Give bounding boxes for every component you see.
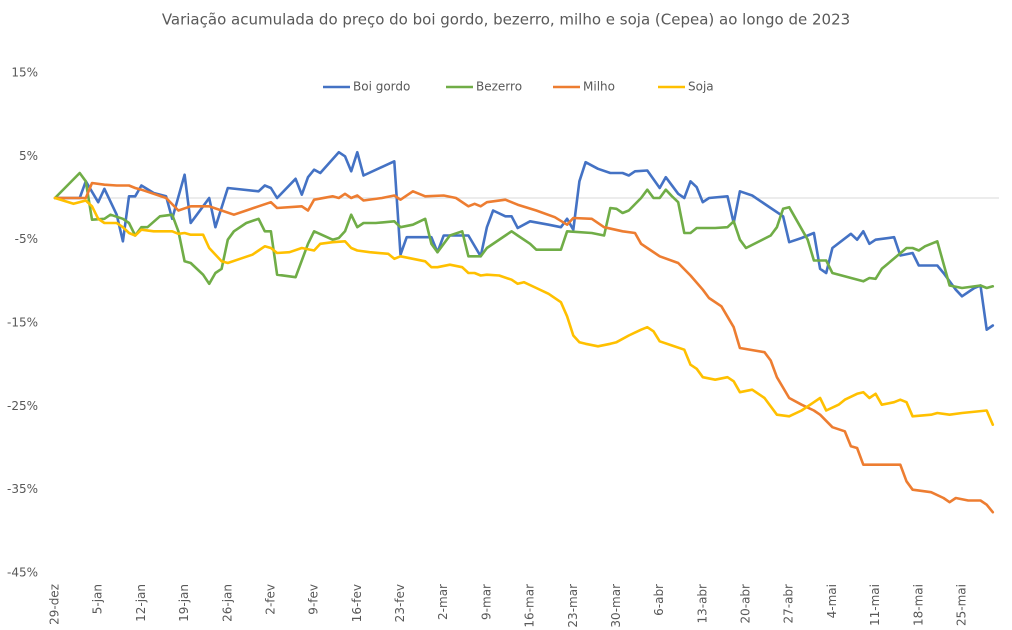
chart-title: Variação acumulada do preço do boi gordo… [162, 11, 850, 29]
x-tick-label: 13-abr [695, 584, 709, 624]
y-tick-label: -35% [7, 482, 38, 496]
x-tick-label: 6-abr [652, 584, 666, 616]
x-tick-label: 16-mar [523, 584, 537, 628]
y-tick-label: 15% [11, 66, 38, 80]
x-tick-label: 30-mar [609, 584, 623, 628]
y-tick-label: -5% [15, 232, 38, 246]
x-tick-label: 4-mai [825, 584, 839, 618]
line-series [53, 150, 995, 331]
x-tick-label: 19-jan [177, 584, 191, 622]
x-tick-label: 5-jan [91, 584, 105, 614]
x-tick-label: 9-fev [307, 584, 321, 615]
y-tick-label: -25% [7, 399, 38, 413]
x-tick-label: 27-abr [782, 584, 796, 624]
x-tick-label: 12-jan [134, 584, 148, 622]
x-tick-label: 23-fev [393, 584, 407, 622]
x-tick-label: 9-mar [479, 584, 493, 620]
x-tick-label: 16-fev [350, 584, 364, 622]
x-tick-label: 20-abr [739, 584, 753, 624]
x-tick-label: 2-mar [436, 584, 450, 620]
line-series [53, 181, 995, 514]
y-tick-label: 5% [19, 149, 38, 163]
x-tick-label: 18-mai [911, 584, 925, 626]
x-tick-label: 2-fev [263, 584, 277, 615]
y-tick-label: -15% [7, 316, 38, 330]
x-tick-label: 23-mar [566, 584, 580, 628]
x-tick-label: 26-jan [220, 584, 234, 622]
x-tick-label: 29-dez [48, 584, 62, 625]
x-tick-label: 25-mai [954, 584, 968, 626]
y-tick-label: -45% [7, 566, 38, 580]
legend-label: Milho [583, 80, 615, 94]
legend-label: Boi gordo [353, 80, 410, 94]
legend-label: Bezerro [476, 80, 522, 94]
line-series [53, 171, 995, 290]
x-tick-label: 11-mai [868, 584, 882, 626]
legend-label: Soja [688, 80, 714, 94]
line-series [53, 196, 995, 426]
